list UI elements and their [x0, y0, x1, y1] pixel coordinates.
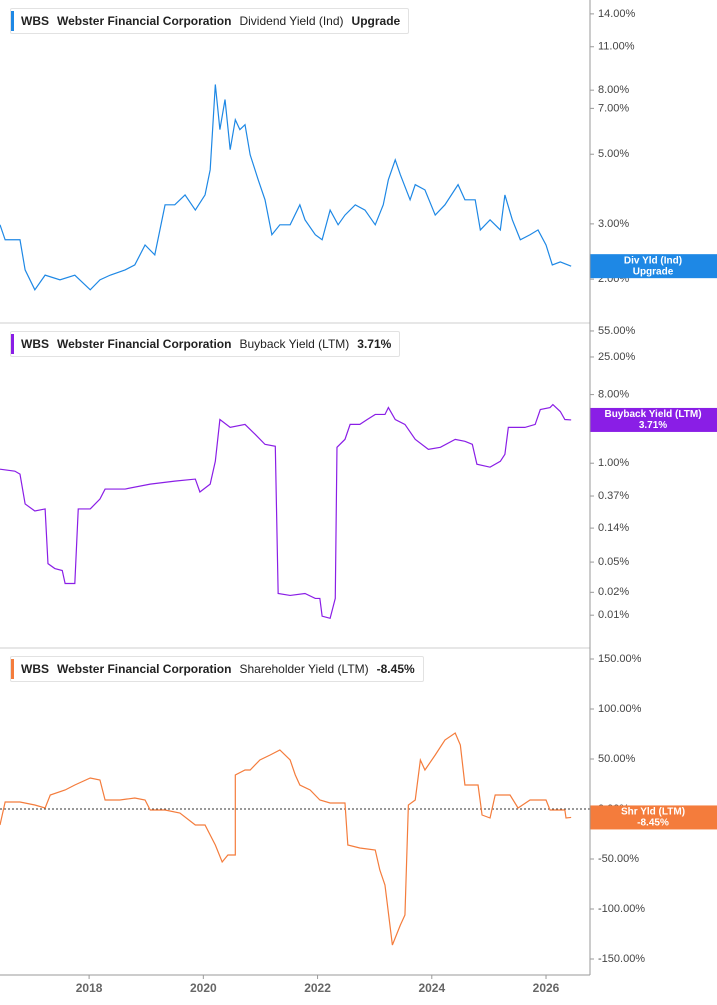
y-tick-label: 55.00% — [598, 325, 636, 337]
y-tick-label: -50.00% — [598, 853, 639, 865]
y-tick-label: 100.00% — [598, 703, 642, 715]
y-tick-label: 0.02% — [598, 586, 629, 598]
series-line — [0, 84, 572, 291]
y-tick-label: -150.00% — [598, 953, 645, 965]
x-tick-label: 2020 — [190, 981, 217, 995]
y-tick-label: 11.00% — [598, 41, 635, 53]
legend: WBS Webster Financial Corporation Sharehol… — [10, 656, 424, 682]
y-tick-label: 3.00% — [598, 218, 629, 230]
legend-value: Upgrade — [351, 14, 401, 28]
value-badge — [590, 805, 717, 830]
legend-company: Webster Financial Corporation — [57, 662, 232, 676]
legend-ticker: WBS — [21, 14, 49, 28]
y-tick-label: 0.05% — [598, 556, 629, 568]
legend-color — [11, 659, 14, 679]
y-tick-label: 7.00% — [598, 102, 629, 114]
y-tick-label: 0.14% — [598, 522, 629, 534]
y-tick-label: 50.00% — [598, 753, 636, 765]
legend-ticker: WBS — [21, 337, 49, 351]
badge-value: Upgrade — [633, 266, 674, 277]
y-tick-label: 150.00% — [598, 653, 642, 665]
legend-series: Dividend Yield (Ind) — [239, 14, 344, 28]
legend-series: Shareholder Yield (LTM) — [239, 662, 369, 676]
legend-company: Webster Financial Corporation — [57, 337, 232, 351]
badge-value: -8.45% — [637, 818, 669, 829]
badge-label: Shr Yld (LTM) — [621, 807, 685, 818]
legend-value: 3.71% — [357, 337, 392, 351]
legend-ticker: WBS — [21, 662, 49, 676]
series-line — [0, 403, 572, 620]
y-tick-label: 14.00% — [598, 8, 636, 20]
badge-label: Buyback Yield (LTM) — [604, 409, 701, 420]
legend: WBS Webster Financial Corporation Dividend… — [10, 8, 410, 34]
legend: WBS Webster Financial Corporation Buyback … — [10, 331, 401, 357]
y-tick-label: 8.00% — [598, 388, 629, 400]
badge-label: Div Yld (Ind) — [624, 255, 682, 266]
y-tick-label: 8.00% — [598, 84, 629, 96]
legend-company: Webster Financial Corporation — [57, 14, 232, 28]
value-badge — [590, 407, 717, 432]
value-badge — [590, 254, 717, 279]
legend-color — [11, 334, 14, 354]
badge-value: 3.71% — [639, 420, 667, 431]
legend-series: Buyback Yield (LTM) — [239, 337, 350, 351]
x-tick-label: 2018 — [76, 981, 103, 995]
y-tick-label: -100.00% — [598, 903, 645, 915]
x-tick-label: 2022 — [304, 981, 331, 995]
y-tick-label: 25.00% — [598, 351, 636, 363]
y-tick-label: 0.01% — [598, 609, 629, 621]
legend-color — [11, 11, 14, 31]
y-tick-label: 5.00% — [598, 148, 629, 160]
legend-value: -8.45% — [376, 662, 415, 676]
y-tick-label: 0.37% — [598, 490, 629, 502]
x-tick-label: 2026 — [533, 981, 560, 995]
x-tick-label: 2024 — [418, 981, 445, 995]
series-line — [0, 732, 572, 946]
y-tick-label: 1.00% — [598, 457, 629, 469]
